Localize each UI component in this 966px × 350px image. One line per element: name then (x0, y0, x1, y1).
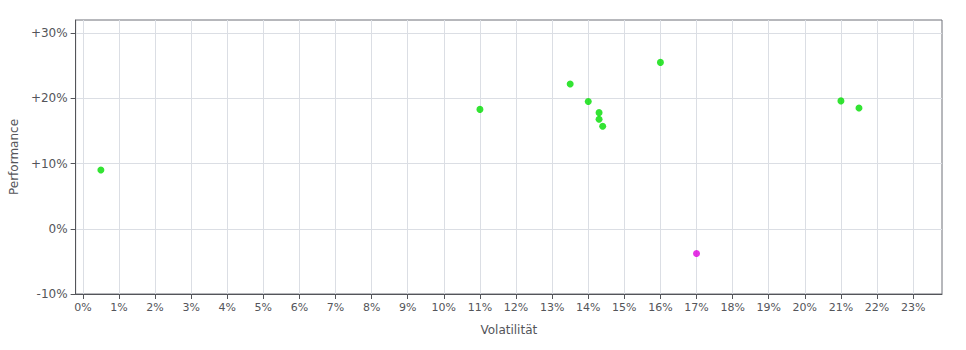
svg-text:6%: 6% (291, 301, 308, 314)
svg-text:4%: 4% (219, 301, 236, 314)
svg-text:3%: 3% (182, 301, 199, 314)
svg-text:8%: 8% (363, 301, 380, 314)
svg-text:23%: 23% (901, 301, 925, 314)
svg-text:1%: 1% (110, 301, 127, 314)
svg-text:22%: 22% (865, 301, 889, 314)
svg-text:0%: 0% (74, 301, 91, 314)
svg-text:11%: 11% (468, 301, 492, 314)
svg-text:19%: 19% (756, 301, 780, 314)
svg-text:-10%: -10% (37, 287, 68, 301)
svg-text:10%: 10% (432, 301, 456, 314)
svg-text:20%: 20% (793, 301, 817, 314)
svg-text:5%: 5% (255, 301, 272, 314)
svg-text:9%: 9% (399, 301, 416, 314)
svg-text:0%: 0% (49, 222, 68, 236)
svg-text:7%: 7% (327, 301, 344, 314)
svg-text:17%: 17% (684, 301, 708, 314)
svg-text:12%: 12% (504, 301, 528, 314)
svg-text:21%: 21% (829, 301, 853, 314)
svg-text:14%: 14% (576, 301, 600, 314)
svg-text:+20%: +20% (31, 91, 68, 105)
svg-text:18%: 18% (720, 301, 744, 314)
svg-text:13%: 13% (540, 301, 564, 314)
svg-text:16%: 16% (648, 301, 672, 314)
svg-text:2%: 2% (146, 301, 163, 314)
svg-text:Volatilität: Volatilität (480, 323, 537, 337)
svg-text:15%: 15% (612, 301, 636, 314)
svg-text:+10%: +10% (31, 157, 68, 171)
svg-text:Performance: Performance (7, 119, 21, 195)
svg-text:+30%: +30% (31, 26, 68, 40)
